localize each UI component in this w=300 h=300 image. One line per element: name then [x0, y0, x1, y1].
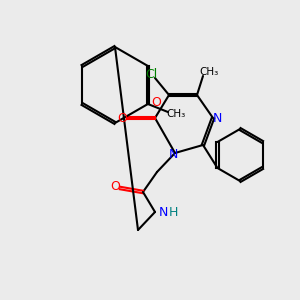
Text: CH₃: CH₃: [166, 109, 185, 119]
Text: H: H: [168, 206, 178, 218]
Text: CH₃: CH₃: [200, 67, 219, 77]
Text: N: N: [168, 148, 178, 160]
Text: N: N: [158, 206, 168, 218]
Text: N: N: [212, 112, 222, 124]
Text: O: O: [151, 95, 161, 109]
Text: O: O: [110, 179, 120, 193]
Text: O: O: [117, 112, 127, 124]
Text: Cl: Cl: [145, 68, 157, 82]
